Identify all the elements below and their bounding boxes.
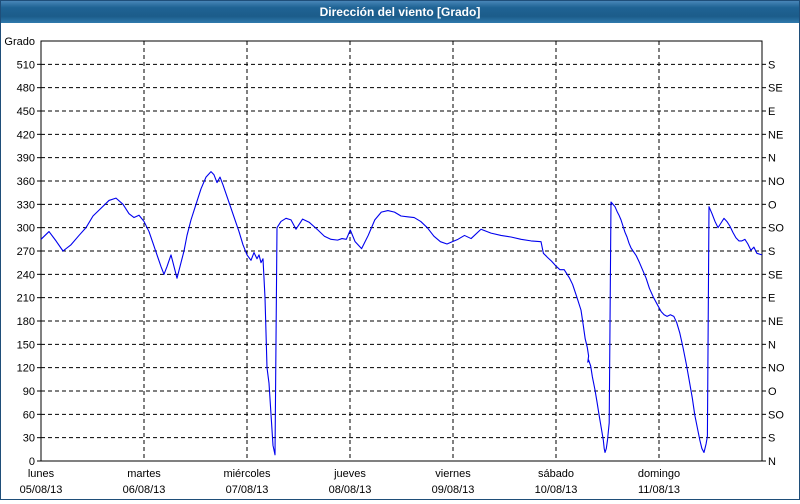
svg-text:06/08/13: 06/08/13	[123, 484, 166, 496]
svg-text:N: N	[768, 339, 776, 351]
svg-text:N: N	[768, 153, 776, 165]
svg-text:05/08/13: 05/08/13	[20, 484, 63, 496]
svg-text:210: 210	[17, 293, 35, 305]
svg-text:E: E	[768, 293, 775, 305]
svg-text:60: 60	[23, 409, 35, 421]
svg-text:O: O	[768, 199, 777, 211]
svg-text:O: O	[768, 386, 777, 398]
svg-text:S: S	[768, 59, 775, 71]
svg-text:SO: SO	[768, 409, 784, 421]
svg-text:30: 30	[23, 433, 35, 445]
svg-text:270: 270	[17, 246, 35, 258]
svg-text:510: 510	[17, 59, 35, 71]
svg-text:NO: NO	[768, 176, 785, 188]
svg-text:lunes: lunes	[28, 468, 55, 480]
svg-text:N: N	[768, 456, 776, 468]
svg-text:sábado: sábado	[538, 468, 574, 480]
svg-text:viernes: viernes	[435, 468, 471, 480]
svg-text:07/08/13: 07/08/13	[226, 484, 269, 496]
svg-text:300: 300	[17, 223, 35, 235]
svg-text:SO: SO	[768, 223, 784, 235]
svg-text:240: 240	[17, 269, 35, 281]
svg-text:11/08/13: 11/08/13	[638, 484, 680, 496]
svg-text:10/08/13: 10/08/13	[535, 484, 578, 496]
svg-text:360: 360	[17, 176, 35, 188]
svg-text:480: 480	[17, 83, 35, 95]
svg-text:450: 450	[17, 106, 35, 118]
svg-text:S: S	[768, 246, 775, 258]
svg-text:domingo: domingo	[638, 468, 680, 480]
svg-text:SE: SE	[768, 83, 783, 95]
svg-text:330: 330	[17, 199, 35, 211]
svg-text:E: E	[768, 106, 775, 118]
svg-text:420: 420	[17, 129, 35, 141]
svg-text:90: 90	[23, 386, 35, 398]
svg-text:jueves: jueves	[333, 468, 366, 480]
svg-text:miércoles: miércoles	[223, 468, 271, 480]
svg-text:150: 150	[17, 339, 35, 351]
svg-text:390: 390	[17, 153, 35, 165]
svg-text:SE: SE	[768, 269, 783, 281]
svg-text:180: 180	[17, 316, 35, 328]
svg-text:NO: NO	[768, 363, 785, 375]
svg-text:09/08/13: 09/08/13	[432, 484, 475, 496]
svg-text:NE: NE	[768, 129, 783, 141]
svg-text:08/08/13: 08/08/13	[329, 484, 372, 496]
svg-text:120: 120	[17, 363, 35, 375]
svg-text:0: 0	[29, 456, 35, 468]
svg-text:S: S	[768, 433, 775, 445]
svg-text:martes: martes	[127, 468, 161, 480]
svg-text:NE: NE	[768, 316, 783, 328]
svg-text:Grado: Grado	[4, 36, 35, 48]
